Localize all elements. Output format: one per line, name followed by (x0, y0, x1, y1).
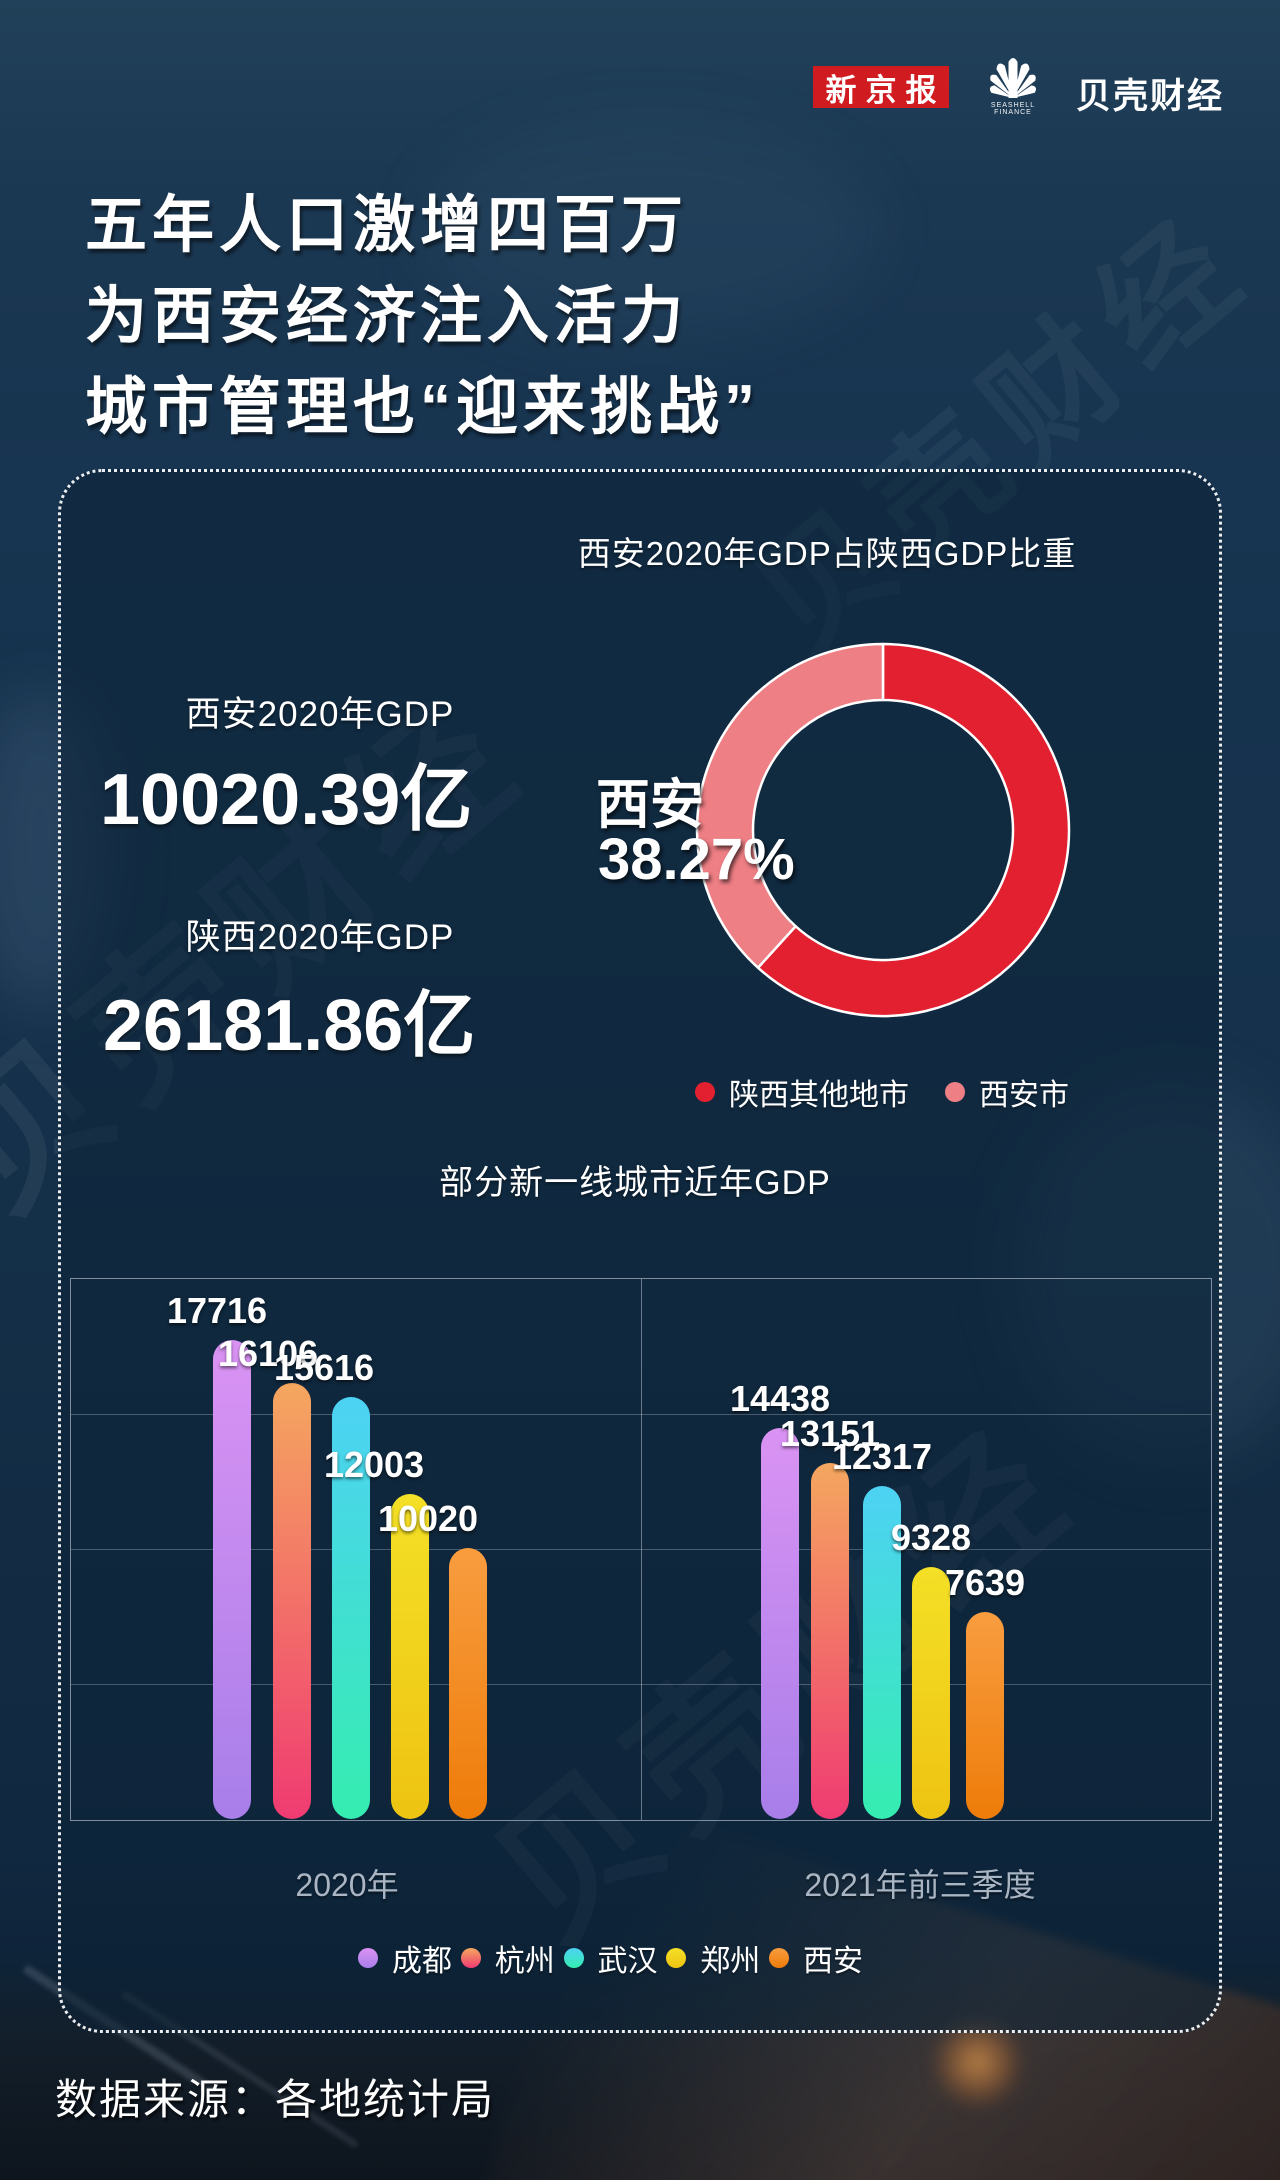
bar-value-label: 9328 (890, 1517, 972, 1558)
donut-slice-1 (695, 642, 885, 969)
donut-legend-item-0: 陕西其他地市 (695, 1070, 909, 1114)
bar-legend-item-成都: 成都 (358, 1936, 452, 1980)
donut-center-percent: 38.27% (598, 827, 795, 892)
bar-chart-title: 部分新一线城市近年GDP (439, 1164, 831, 1202)
xinjingbao-logo-text: 新京报 (825, 72, 946, 108)
legend-label: 郑州 (700, 1945, 761, 1978)
bar-legend-item-杭州: 杭州 (460, 1936, 555, 1980)
donut-chart (695, 642, 1071, 1018)
headline-line-2: 为西安经济注入活力 (85, 282, 689, 351)
bar-西安-2020年 (449, 1548, 487, 1819)
legend-dot-icon (695, 1082, 715, 1102)
bar-成都-2020年 (213, 1340, 251, 1819)
bar-郑州-2021年前三季度 (912, 1567, 950, 1819)
legend-dot-icon (460, 1948, 481, 1968)
bar-西安-2021年前三季度 (966, 1612, 1004, 1819)
legend-dot-icon (945, 1082, 965, 1102)
legend-label: 杭州 (494, 1945, 555, 1978)
shaanxi-gdp-value: 26181.86亿 (103, 986, 476, 1066)
bar-value-label: 17716 (166, 1290, 268, 1331)
donut-slice-0 (756, 642, 1071, 1018)
bar-value-label: 10020 (377, 1498, 479, 1539)
legend-dot-icon (769, 1948, 789, 1968)
seashell-logo-subtitle: SEASHELL FINANCE (990, 102, 1036, 116)
bar-chart-legend: 成都 杭州 武汉 郑州 西安 (358, 1936, 863, 1980)
xian-gdp-label: 西安2020年GDP (185, 695, 455, 734)
legend-label: 成都 (392, 1945, 452, 1978)
bar-legend-item-郑州: 郑州 (666, 1936, 760, 1980)
donut-center-name: 西安 (596, 775, 704, 835)
legend-label: 武汉 (597, 1945, 658, 1978)
bar-武汉-2020年 (332, 1397, 370, 1819)
bar-value-label: 15616 (273, 1347, 375, 1388)
bar-杭州-2020年 (273, 1383, 311, 1819)
xinjingbao-logo: 新京报 (813, 66, 949, 108)
donut-chart-title: 西安2020年GDP占陕西GDP比重 (577, 535, 1077, 572)
bg-light-patch-top (420, 120, 880, 340)
bar-value-label: 12003 (323, 1444, 425, 1485)
legend-dot-icon (358, 1948, 378, 1968)
bar-value-label: 16106 (217, 1333, 319, 1374)
bar-武汉-2021年前三季度 (863, 1486, 901, 1819)
bar-杭州-2021年前三季度 (811, 1463, 849, 1819)
bar-value-label: 7639 (944, 1562, 1026, 1603)
bar-value-label: 13151 (779, 1413, 881, 1454)
legend-label: 西安 (803, 1945, 863, 1978)
headline-line-1: 五年人口激增四百万 (85, 191, 689, 260)
legend-dot-icon (666, 1948, 687, 1968)
headline-line-3: 城市管理也“迎来挑战” (85, 373, 761, 442)
bar-chart-plot-area (70, 1278, 1212, 1821)
beike-caijing-brand: 贝壳财经 (1076, 77, 1225, 116)
bar-郑州-2020年 (391, 1494, 429, 1819)
donut-legend-item-1: 西安市 (945, 1070, 1069, 1114)
bar-legend-item-武汉: 武汉 (563, 1936, 658, 1980)
bar-value-label: 14438 (729, 1378, 831, 1419)
xian-gdp-value: 10020.39亿 (100, 760, 473, 840)
seashell-logo-icon (989, 58, 1037, 98)
axis-label-2021: 2021年前三季度 (804, 1867, 1036, 1903)
shaanxi-gdp-label: 陕西2020年GDP (185, 918, 455, 957)
bar-成都-2021年前三季度 (761, 1428, 799, 1819)
data-source: 数据来源：各地统计局 (55, 2078, 496, 2124)
legend-label: 西安市 (979, 1079, 1069, 1112)
legend-dot-icon (563, 1948, 584, 1968)
bar-value-label: 12317 (831, 1436, 933, 1477)
headline: 五年人口激增四百万 为西安经济注入活力 城市管理也“迎来挑战” (85, 180, 760, 453)
bar-legend-item-西安: 西安 (769, 1936, 863, 1980)
group-divider-line (641, 1279, 642, 1820)
axis-label-2020: 2020年 (295, 1867, 399, 1903)
legend-label: 陕西其他地市 (729, 1079, 909, 1112)
